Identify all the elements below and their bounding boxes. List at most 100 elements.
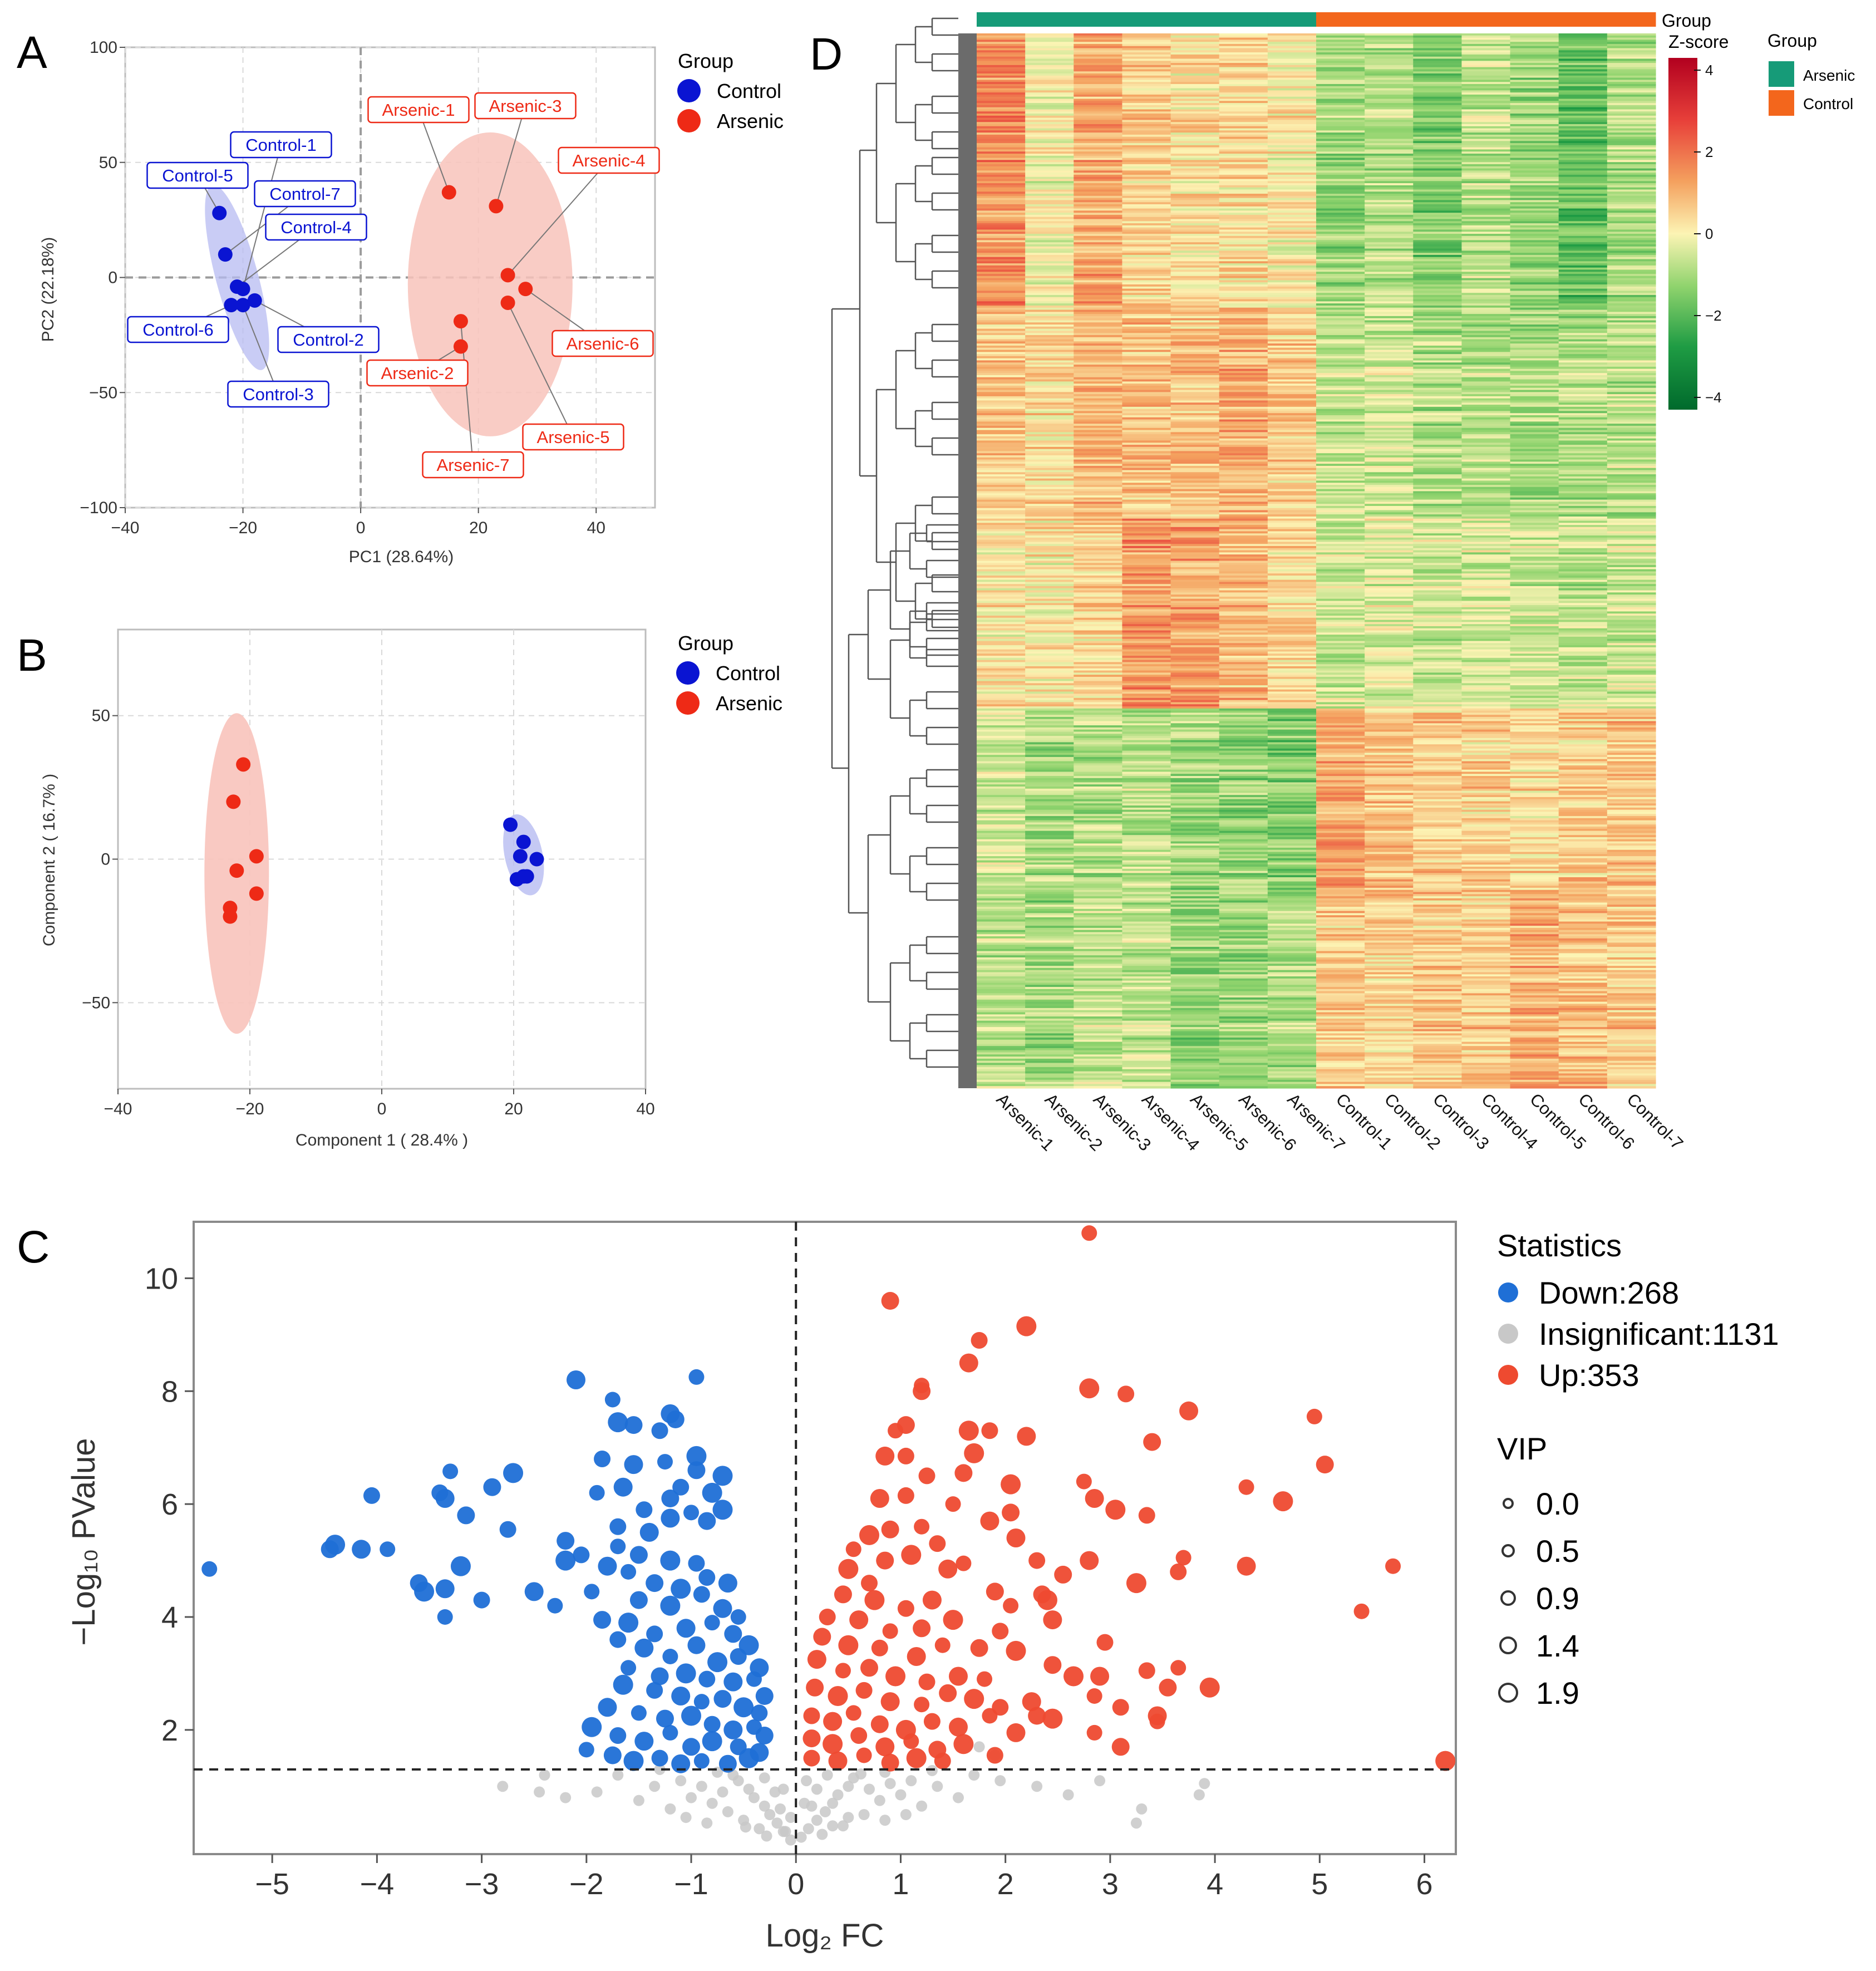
heatmap-cell [1219,432,1268,435]
heatmap-cell [1267,312,1317,314]
heatmap-cell [1074,294,1123,298]
heatmap-cell [1461,445,1511,448]
heatmap-cell [1267,533,1317,536]
heatmap-cell [1267,132,1317,135]
heatmap-cell [1607,158,1656,160]
heatmap-cell [1267,710,1317,713]
heatmap-cell [1413,499,1463,502]
heatmap-cell [1074,136,1123,140]
heatmap-cell [1413,689,1463,692]
heatmap-cell [1170,375,1220,378]
heatmap-cell [1461,229,1511,232]
heatmap-cell [1510,535,1559,538]
heatmap-cell [1267,33,1317,36]
heatmap-cell [1413,331,1463,333]
heatmap-cell [1365,261,1414,264]
heatmap-cell [1365,56,1414,60]
heatmap-cell [1461,86,1511,89]
heatmap-cell [1025,721,1074,724]
heatmap-cell [1074,187,1123,190]
heatmap-cell [1074,90,1123,93]
heatmap-cell [1074,208,1123,211]
heatmap-cell [1025,309,1074,312]
heatmap-cell [1413,257,1463,260]
heatmap-cell [1607,103,1656,106]
heatmap-cell [1219,664,1268,667]
heatmap-cell [1607,384,1656,386]
heatmap-cell [1025,594,1074,597]
heatmap-cell [1365,424,1414,426]
heatmap-cell [977,558,1026,562]
heatmap-cell [1267,235,1317,239]
heatmap-cell [1365,476,1414,479]
heatmap-cell [1365,94,1414,97]
heatmap-cell [1074,288,1123,291]
heatmap-cell [1413,662,1463,665]
heatmap-cell [1219,225,1268,228]
heatmap-cell [1170,200,1220,203]
heatmap-cell [1219,710,1268,713]
heatmap-cell [1558,356,1608,359]
heatmap-cell [1413,333,1463,336]
heatmap-cell [1267,493,1317,496]
heatmap-cell [1267,347,1317,351]
heatmap-cell [1219,398,1268,401]
heatmap-cell [1170,155,1220,159]
heatmap-cell [1267,288,1317,291]
heatmap-cell [1170,195,1220,199]
heatmap-cell [977,276,1026,279]
heatmap-cell [1025,727,1074,730]
heatmap-cell [1074,497,1123,500]
heatmap-cell [1461,58,1511,61]
heatmap-cell [1170,267,1220,271]
heatmap-cell [1219,561,1268,563]
heatmap-cell [1510,539,1559,542]
heatmap-cell [1510,656,1559,658]
heatmap-cell [1267,385,1317,389]
heatmap-cell [1510,427,1559,431]
heatmap-cell [1558,354,1608,357]
heatmap-cell [1365,280,1414,283]
heatmap-cell [1365,141,1414,144]
heatmap-cell [1413,339,1463,342]
heatmap-cell [1074,483,1123,485]
heatmap-cell [1413,721,1463,724]
heatmap-cell [1316,276,1365,279]
heatmap-cell [1074,512,1123,515]
heatmap-cell [1413,96,1463,100]
heatmap-cell [1025,702,1074,705]
heatmap-cell [1607,584,1656,587]
heatmap-cell [1122,622,1171,625]
heatmap-cell [1510,173,1559,175]
heatmap-cell [1122,700,1171,703]
heatmap-cell [1267,294,1317,298]
heatmap-cell [1122,259,1171,262]
heatmap-cell [977,502,1026,504]
heatmap-cell [977,83,1026,87]
heatmap-cell [1170,592,1220,595]
heatmap-cell [1170,542,1220,544]
heatmap-cell [1219,286,1268,289]
heatmap-cell [1170,647,1220,650]
heatmap-cell [1316,556,1365,559]
heatmap-cell [1607,320,1656,323]
heatmap-cell [977,638,1026,642]
heatmap-cell [1122,90,1171,93]
heatmap-cell [1510,636,1559,640]
heatmap-cell [1461,301,1511,304]
heatmap-cell [1461,299,1511,302]
heatmap-cell [1025,176,1074,180]
heatmap-cell [1510,200,1559,203]
heatmap-cell [1558,83,1608,87]
heatmap-cell [1074,305,1123,308]
heatmap-cell [1025,195,1074,199]
heatmap-cell [1025,96,1074,100]
heatmap-cell [1074,474,1123,477]
heatmap-cell [1219,101,1268,104]
heatmap-cell [1413,194,1463,196]
heatmap-cell [1219,417,1268,420]
heatmap-cell [1170,381,1220,384]
heatmap-cell [977,294,1026,298]
heatmap-cell [977,409,1026,412]
heatmap-cell [977,88,1026,91]
